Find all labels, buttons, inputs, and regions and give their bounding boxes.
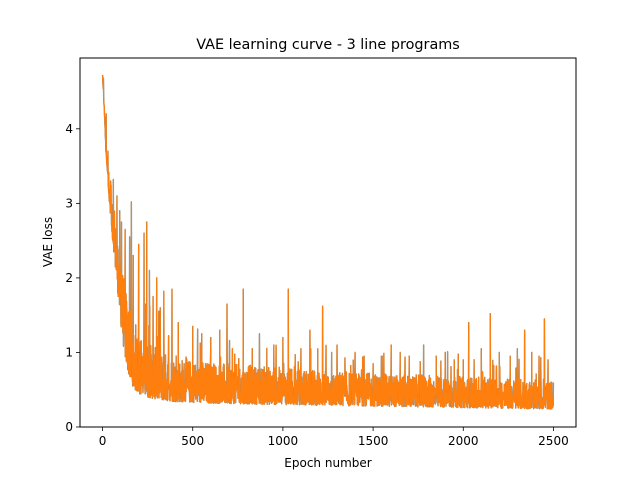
y-tick-label: 1 xyxy=(65,345,73,359)
y-axis-label: VAE loss xyxy=(41,217,55,267)
series-layer xyxy=(101,75,555,410)
x-axis-label: Epoch number xyxy=(284,456,371,470)
y-tick-label: 2 xyxy=(65,271,73,285)
y-axis: 0 1 2 3 4 xyxy=(65,122,80,434)
x-axis: 0 500 1000 1500 2000 2500 xyxy=(99,427,569,448)
x-tick-label: 500 xyxy=(181,434,204,448)
y-tick-label: 0 xyxy=(65,420,73,434)
plot-frame xyxy=(79,57,577,428)
x-tick-label: 1000 xyxy=(268,434,299,448)
chart-title: VAE learning curve - 3 line programs xyxy=(196,37,460,53)
series-line xyxy=(101,75,555,410)
y-tick-label: 3 xyxy=(65,196,73,210)
plot-area xyxy=(80,58,576,427)
y-tick-label: 4 xyxy=(65,122,73,136)
x-tick-label: 0 xyxy=(99,434,107,448)
x-tick-label: 2500 xyxy=(538,434,569,448)
x-tick-label: 2000 xyxy=(448,434,479,448)
x-tick-label: 1500 xyxy=(358,434,389,448)
